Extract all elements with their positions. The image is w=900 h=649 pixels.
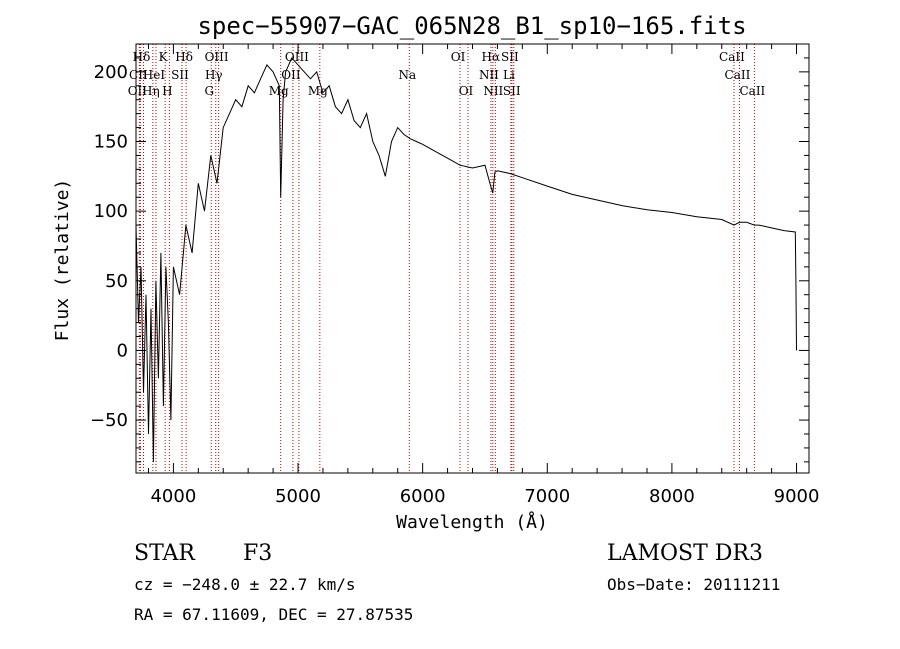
spectral-line-label: Hα <box>482 50 501 64</box>
spectrum-series <box>135 56 797 462</box>
spectral-line-label: NII <box>483 84 503 98</box>
x-axis-ticks: 4000 5000 6000 7000 8000 9000 <box>147 44 820 507</box>
x-tick-label: 6000 <box>400 486 446 507</box>
x-tick-label: 4000 <box>150 486 196 507</box>
spectrum-line <box>135 56 797 462</box>
spectral-line-markers <box>138 44 755 473</box>
y-tick-label: 150 <box>94 132 128 153</box>
spectral-line-label: CaII <box>719 50 745 64</box>
survey-name: LAMOST DR3 <box>607 541 763 566</box>
chart-title: spec−55907−GAC_065N28_B1_sp10−165.fits <box>197 12 746 40</box>
x-tick-label: 7000 <box>524 486 570 507</box>
spectral-line-label: H <box>162 84 172 98</box>
spectral-line-label: NII <box>479 68 499 82</box>
spectral-line-label: OI <box>459 84 474 98</box>
spectral-line-label: Hδ <box>133 50 151 64</box>
spectral-line-label: Na <box>398 68 416 82</box>
spectral-line-label: Hγ <box>205 68 223 82</box>
spectral-line-label: HeI <box>143 68 166 82</box>
x-tick-label: 9000 <box>774 486 820 507</box>
x-axis-label: Wavelength (Å) <box>396 511 548 533</box>
spectral-line-label: SII <box>503 84 521 98</box>
spectral-line-label: Hδ <box>175 50 193 64</box>
ra-dec: RA = 67.11609, DEC = 27.87535 <box>134 605 413 624</box>
spectral-line-label: K <box>159 50 169 64</box>
spectral-line-label: SII <box>501 50 519 64</box>
observation-date: Obs−Date: 20111211 <box>607 575 780 594</box>
y-tick-label: 0 <box>117 340 128 361</box>
spectral-line-label: CaII <box>739 84 765 98</box>
plot-frame <box>135 43 810 474</box>
spectral-line-label: OIII <box>285 50 309 64</box>
spectral-line-label: SII <box>171 68 189 82</box>
spectral-line-label: Li <box>503 68 515 82</box>
y-tick-label: 50 <box>105 271 128 292</box>
spectral-line-label: G <box>204 84 214 98</box>
spectral-line-label: OI <box>451 50 466 64</box>
x-tick-label: 5000 <box>275 486 321 507</box>
y-axis-ticks: −50 0 50 100 150 200 <box>90 43 809 463</box>
y-tick-label: −50 <box>90 410 128 431</box>
spectral-line-label: OII <box>128 84 148 98</box>
y-tick-label: 200 <box>94 62 128 83</box>
spectral-line-label: OIII <box>205 50 229 64</box>
redshift-cz: cz = −248.0 ± 22.7 km/s <box>134 575 356 594</box>
spectral-line-label: CaII <box>725 68 751 82</box>
y-tick-label: 100 <box>94 201 128 222</box>
spectral-line-label: Hη <box>142 84 160 98</box>
object-class: STAR <box>134 541 196 566</box>
object-subclass: F3 <box>243 541 272 566</box>
spectral-line-label: Mg <box>308 84 328 98</box>
spectral-line-label: OII <box>281 68 301 82</box>
y-axis-label: Flux (relative) <box>52 179 73 342</box>
x-tick-label: 8000 <box>649 486 695 507</box>
